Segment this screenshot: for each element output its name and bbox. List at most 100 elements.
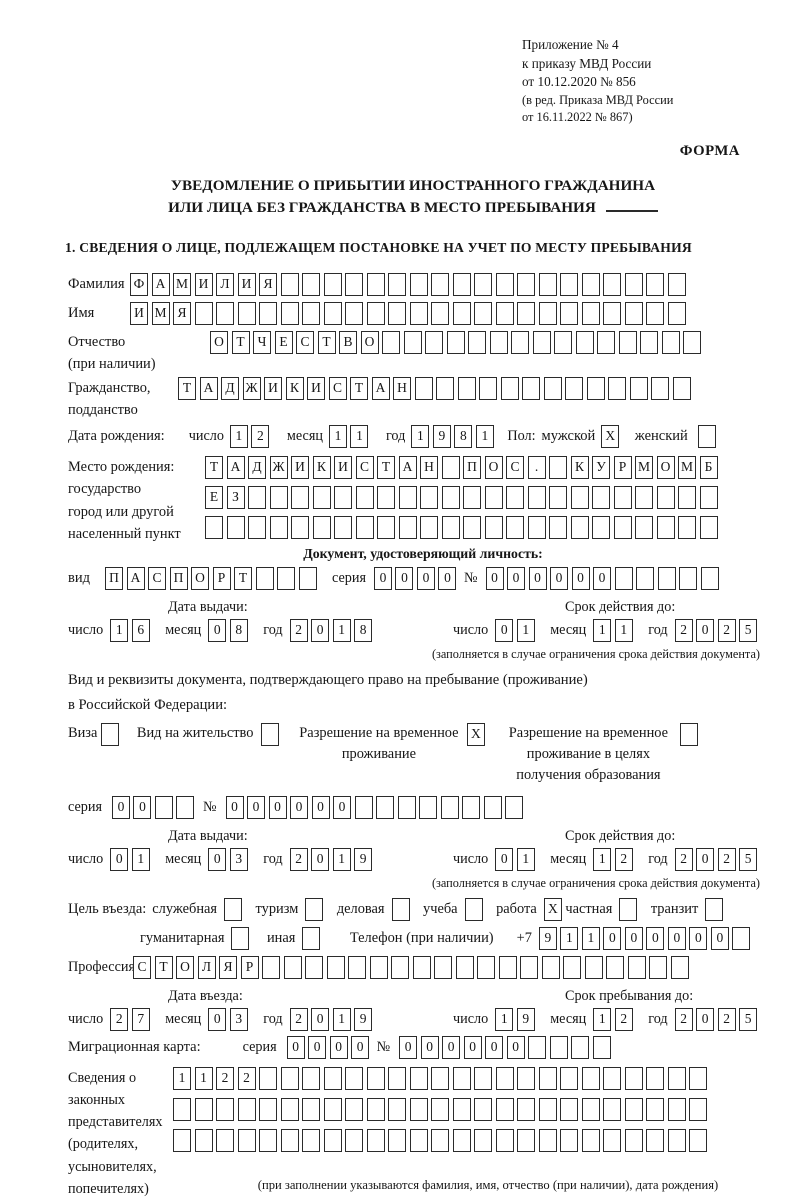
form-cell[interactable] [216, 301, 234, 325]
form-cell[interactable] [431, 1066, 449, 1090]
form-cell[interactable]: Б [699, 455, 718, 479]
form-cell[interactable] [366, 1066, 385, 1090]
form-cell[interactable] [699, 485, 718, 509]
form-cell[interactable] [474, 1066, 492, 1090]
form-cell[interactable]: 2 [674, 618, 693, 642]
form-cell[interactable] [291, 515, 309, 539]
form-cell[interactable]: П [105, 566, 123, 590]
form-cell[interactable]: 0 [351, 1035, 370, 1059]
form-cell[interactable]: 8 [354, 618, 373, 642]
form-cell[interactable] [670, 955, 689, 979]
form-cell[interactable] [455, 955, 474, 979]
form-cell[interactable]: 0 [311, 795, 330, 819]
form-cell[interactable]: 2 [614, 847, 633, 871]
form-cell[interactable] [495, 1128, 514, 1152]
form-cell[interactable] [255, 566, 274, 590]
form-cell[interactable] [420, 515, 438, 539]
form-cell[interactable] [216, 1128, 234, 1152]
form-cell[interactable]: К [285, 376, 304, 400]
form-cell[interactable] [474, 272, 492, 296]
form-cell[interactable] [323, 301, 342, 325]
form-cell[interactable] [237, 1128, 256, 1152]
form-cell[interactable] [549, 455, 567, 479]
form-cell[interactable]: Я [259, 272, 277, 296]
form-cell[interactable] [586, 376, 605, 400]
form-cell[interactable] [624, 1128, 643, 1152]
form-cell[interactable]: 0 [333, 795, 352, 819]
form-cell[interactable] [489, 330, 508, 354]
form-cell[interactable] [431, 1128, 449, 1152]
form-cell[interactable] [302, 272, 320, 296]
form-cell[interactable] [248, 485, 266, 509]
form-cell[interactable] [689, 1066, 707, 1090]
form-cell[interactable]: А [151, 272, 170, 296]
form-cell[interactable] [431, 301, 449, 325]
form-cell[interactable] [575, 330, 594, 354]
form-cell[interactable]: 1 [593, 1007, 612, 1031]
form-cell[interactable] [581, 301, 600, 325]
form-cell[interactable]: 0 [311, 618, 330, 642]
form-cell[interactable] [689, 1097, 707, 1121]
form-cell[interactable] [412, 955, 431, 979]
form-cell[interactable] [538, 1128, 557, 1152]
form-cell[interactable] [484, 485, 503, 509]
form-cell[interactable] [397, 795, 416, 819]
form-cell[interactable]: И [334, 455, 352, 479]
form-cell[interactable] [376, 795, 395, 819]
form-cell[interactable]: 9 [354, 1007, 373, 1031]
form-cell[interactable] [570, 485, 589, 509]
form-cell[interactable]: 1 [194, 1066, 213, 1090]
form-cell[interactable] [345, 1097, 363, 1121]
form-cell[interactable] [269, 485, 288, 509]
form-cell[interactable] [312, 515, 331, 539]
form-cell[interactable]: Н [420, 455, 438, 479]
form-cell[interactable] [345, 1128, 363, 1152]
form-cell[interactable]: 2 [110, 1007, 129, 1031]
form-cell[interactable]: С [328, 376, 347, 400]
form-cell[interactable]: 0 [247, 795, 266, 819]
form-cell[interactable] [259, 1066, 277, 1090]
form-cell[interactable] [699, 515, 718, 539]
form-cell[interactable]: 1 [593, 618, 612, 642]
form-cell[interactable] [323, 1066, 342, 1090]
form-cell[interactable] [259, 1097, 277, 1121]
form-cell[interactable] [603, 1097, 621, 1121]
form-cell[interactable]: 0 [603, 926, 622, 950]
form-cell[interactable] [635, 515, 653, 539]
form-cell[interactable] [312, 485, 331, 509]
form-cell[interactable] [592, 515, 610, 539]
form-cell[interactable] [441, 515, 460, 539]
form-cell[interactable]: 0 [495, 618, 514, 642]
form-cell[interactable] [377, 485, 395, 509]
form-cell[interactable]: 0 [208, 1007, 227, 1031]
form-cell[interactable]: И [130, 301, 148, 325]
form-cell[interactable]: 1 [328, 424, 347, 448]
form-cell[interactable]: 1 [110, 618, 129, 642]
form-cell[interactable] [441, 485, 460, 509]
form-cell[interactable]: 7 [131, 1007, 150, 1031]
form-cell[interactable]: 3 [229, 847, 248, 871]
form-cell[interactable] [732, 926, 751, 950]
form-cell[interactable]: И [237, 272, 256, 296]
form-cell[interactable]: 1 [411, 424, 430, 448]
form-cell[interactable]: М [151, 301, 170, 325]
form-cell[interactable] [226, 515, 245, 539]
form-cell[interactable]: Ч [253, 330, 271, 354]
form-cell[interactable] [194, 1097, 213, 1121]
form-cell[interactable]: 2 [717, 618, 736, 642]
form-cell[interactable]: 1 [350, 424, 369, 448]
form-cell[interactable] [624, 272, 643, 296]
form-cell[interactable]: И [264, 376, 282, 400]
form-cell[interactable]: Р [212, 566, 231, 590]
form-cell[interactable] [259, 1128, 277, 1152]
form-cell[interactable]: Т [205, 455, 223, 479]
form-cell[interactable] [101, 722, 120, 746]
form-cell[interactable] [667, 1066, 686, 1090]
form-cell[interactable] [549, 485, 567, 509]
form-cell[interactable]: 0 [485, 566, 504, 590]
form-cell[interactable]: В [339, 330, 357, 354]
form-cell[interactable] [474, 1097, 492, 1121]
form-cell[interactable] [173, 1097, 191, 1121]
form-cell[interactable] [205, 515, 223, 539]
form-cell[interactable]: 1 [332, 1007, 351, 1031]
